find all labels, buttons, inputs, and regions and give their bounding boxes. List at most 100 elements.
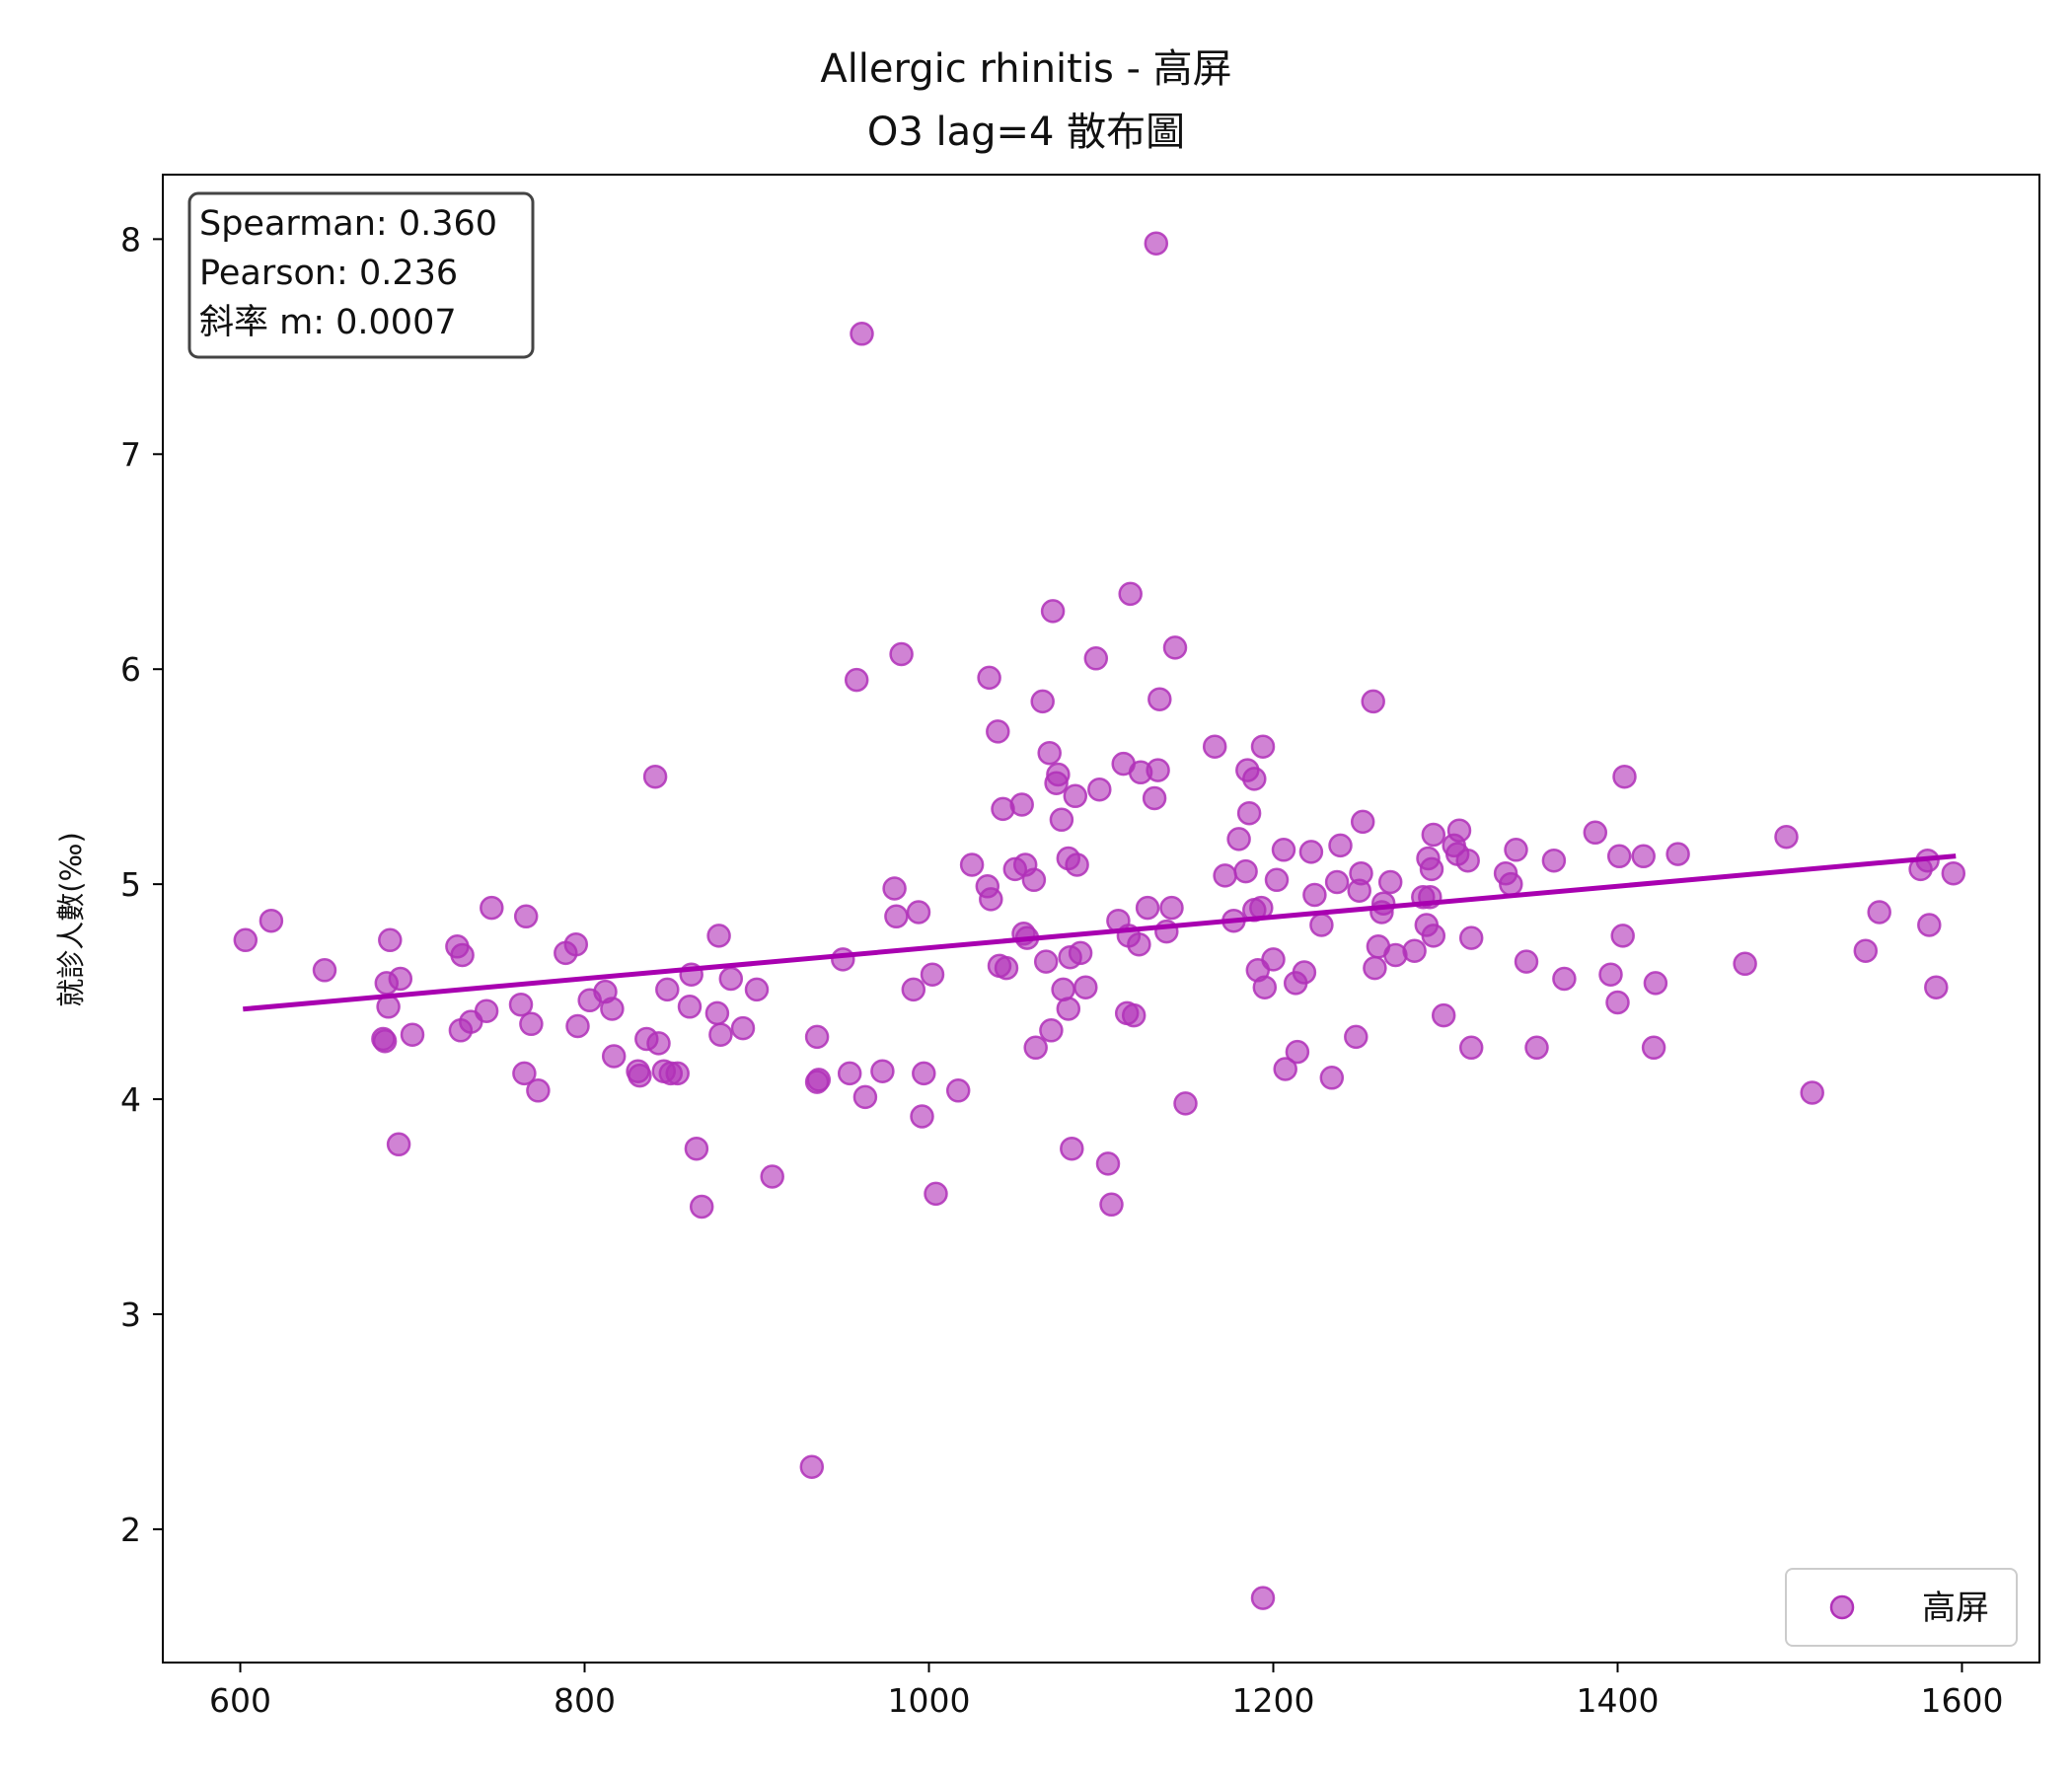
scatter-point — [1504, 838, 1528, 862]
scatter-point — [1446, 818, 1472, 843]
scatter-point — [1309, 913, 1334, 937]
scatter-point — [924, 1181, 948, 1207]
scatter-point — [1419, 856, 1444, 882]
slope-text: 斜率 m: 0.0007 — [199, 303, 457, 342]
y-axis: 2 3 4 5 6 7 8 — [120, 220, 163, 1549]
scatter-point — [1377, 869, 1403, 895]
scatter-point — [1924, 975, 1949, 999]
scatter-point — [563, 931, 589, 957]
y-tick-label: 2 — [120, 1511, 141, 1549]
scatter-point — [706, 924, 731, 948]
scatter-point — [1458, 925, 1484, 950]
scatter-point — [760, 1164, 784, 1189]
scatter-point — [1202, 734, 1227, 759]
scatter-point — [1285, 1039, 1310, 1065]
scatter-point — [1328, 833, 1353, 858]
scatter-point — [1049, 807, 1074, 833]
scatter-point — [628, 1063, 652, 1088]
scatter-point — [450, 942, 475, 968]
scatter-point — [1541, 848, 1567, 873]
scatter-point — [1147, 687, 1172, 711]
y-tick-label: 3 — [120, 1295, 141, 1334]
scatter-point — [1233, 858, 1258, 884]
scatter-point — [1083, 646, 1109, 671]
x-tick-label: 1600 — [1920, 1681, 2003, 1720]
scatter-point — [910, 1104, 934, 1129]
scatter-point — [912, 1061, 936, 1086]
scatter-point — [1060, 1136, 1084, 1161]
scatter-point — [513, 904, 539, 929]
scatter-point — [508, 992, 534, 1017]
scatter-point — [1302, 882, 1327, 908]
scatter-point — [1349, 860, 1373, 886]
scatter-point — [1524, 1035, 1549, 1061]
scatter-point — [512, 1061, 537, 1086]
scatter-point — [1099, 1192, 1124, 1218]
y-tick-label: 5 — [120, 865, 141, 904]
scatter-point — [689, 1194, 714, 1220]
scatter-point — [1142, 785, 1167, 811]
scatter-point — [850, 322, 874, 346]
x-tick-label: 600 — [209, 1681, 271, 1720]
scatter-point — [646, 1031, 671, 1056]
scatter-point — [979, 887, 1003, 912]
scatter-point — [799, 1454, 825, 1479]
legend-marker — [1829, 1594, 1855, 1620]
legend-frame — [1785, 1568, 2018, 1647]
scatter-point — [708, 1022, 733, 1047]
stats-box-frame — [187, 191, 535, 359]
scatter-point — [1250, 1586, 1276, 1610]
scatter-point — [480, 895, 504, 921]
scatter-point — [986, 719, 1010, 744]
pearson-text: Pearson: 0.236 — [199, 254, 458, 293]
scatter-point — [1867, 900, 1891, 925]
scatter-point — [1063, 783, 1088, 809]
scatter-point — [1121, 1002, 1147, 1028]
scatter-point — [1363, 955, 1387, 981]
scatter-point — [1350, 809, 1375, 835]
scatter-point — [1292, 960, 1317, 985]
scatter-point — [994, 955, 1019, 981]
scatter-point — [1941, 860, 1966, 886]
scatter-point — [1135, 895, 1160, 921]
scatter-point — [388, 966, 413, 992]
scatter-point — [1643, 971, 1668, 996]
scatter-point — [1612, 764, 1637, 789]
scatter-point — [1514, 949, 1539, 974]
y-tick-label: 4 — [120, 1080, 141, 1119]
scatter-point — [1056, 997, 1081, 1021]
scatter-point — [1033, 949, 1059, 974]
scatter-point — [1073, 975, 1098, 999]
spearman-text: Spearman: 0.360 — [199, 204, 497, 244]
scatter-point — [1499, 871, 1523, 897]
scatter-point — [806, 1068, 832, 1092]
scatter-point — [655, 977, 680, 1002]
scatter-point — [1319, 1066, 1345, 1090]
scatter-point — [1298, 840, 1324, 864]
scatter-point — [1402, 938, 1427, 963]
scatter-point — [901, 977, 926, 1002]
scatter-point — [1421, 822, 1446, 848]
chart-subtitle: O3 lag=4 散布圖 — [867, 110, 1185, 155]
scatter-point — [1009, 792, 1034, 817]
scatter-point — [831, 947, 855, 972]
scatter-point — [718, 966, 744, 992]
scatter-point — [378, 927, 403, 953]
scatter-point — [1605, 990, 1630, 1015]
scatter-point — [372, 1028, 398, 1054]
regression-line — [243, 853, 1957, 1012]
legend: 高屏 — [1785, 1568, 2018, 1647]
stats-box: Spearman: 0.360 Pearson: 0.236 斜率 m: 0.0… — [187, 191, 535, 359]
scatter-point — [1606, 844, 1632, 869]
plot-area — [233, 231, 1966, 1610]
scatter-point — [1800, 1080, 1824, 1105]
scatter-point — [601, 1044, 627, 1069]
scatter-point — [1046, 762, 1071, 787]
scatter-point — [1159, 895, 1184, 921]
scatter-point — [312, 958, 337, 983]
scatter-point — [1095, 1151, 1121, 1176]
scatter-point — [1774, 824, 1799, 850]
scatter-point — [1598, 962, 1623, 987]
scatter-point — [386, 1132, 411, 1157]
scatter-point — [730, 1015, 756, 1041]
